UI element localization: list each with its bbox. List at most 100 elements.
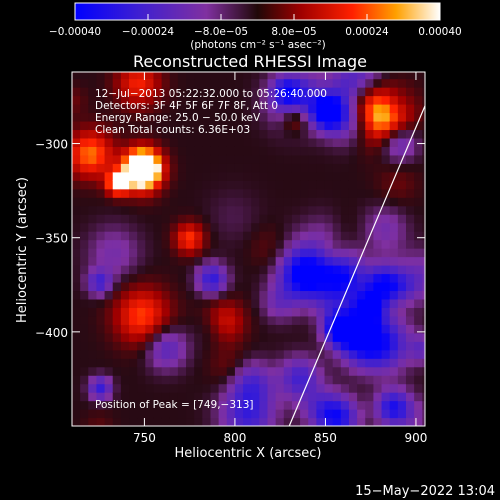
heatmap-cell bbox=[145, 298, 155, 308]
heatmap-cell bbox=[251, 298, 260, 308]
heatmap-cell bbox=[218, 298, 228, 308]
heatmap-cell bbox=[72, 129, 81, 139]
heatmap-cell bbox=[234, 205, 244, 215]
heatmap-cell bbox=[357, 104, 366, 114]
heatmap-cell bbox=[324, 256, 334, 266]
heatmap-cell bbox=[405, 95, 415, 105]
heatmap-cell bbox=[389, 146, 399, 156]
heatmap-cell bbox=[308, 205, 317, 215]
heatmap-cell bbox=[348, 129, 358, 139]
heatmap-cell bbox=[381, 400, 391, 410]
heatmap-cell bbox=[365, 214, 375, 224]
heatmap-cell bbox=[422, 78, 425, 88]
heatmap-cell bbox=[267, 197, 277, 207]
heatmap-cell bbox=[267, 188, 277, 198]
heatmap-cell bbox=[234, 239, 244, 249]
heatmap-cell bbox=[169, 137, 179, 147]
heatmap-cell bbox=[251, 137, 260, 147]
heatmap-cell bbox=[348, 171, 358, 181]
x-tick-label: 800 bbox=[223, 431, 246, 445]
heatmap-cell bbox=[422, 409, 425, 419]
heatmap-cell bbox=[226, 256, 236, 266]
heatmap-cell bbox=[72, 248, 81, 258]
heatmap-cell bbox=[169, 290, 179, 300]
heatmap-cell bbox=[88, 95, 98, 105]
heatmap-cell bbox=[88, 349, 98, 359]
heatmap-cell bbox=[332, 375, 342, 385]
heatmap-cell bbox=[194, 222, 203, 232]
heatmap-cell bbox=[120, 222, 130, 232]
heatmap-cell bbox=[226, 298, 236, 308]
heatmap-cell bbox=[340, 78, 350, 88]
heatmap-cell bbox=[120, 120, 130, 131]
heatmap-cell bbox=[389, 163, 399, 173]
heatmap-cell bbox=[275, 400, 285, 410]
info-line: Clean Total counts: 6.36E+03 bbox=[95, 124, 250, 136]
heatmap-cell bbox=[104, 281, 114, 292]
heatmap-cell bbox=[300, 78, 309, 88]
heatmap-cell bbox=[324, 104, 334, 114]
heatmap-cell bbox=[186, 298, 195, 308]
heatmap-cell bbox=[381, 265, 391, 275]
heatmap-cell bbox=[340, 222, 350, 232]
heatmap-cell bbox=[210, 256, 220, 266]
x-tick-label: 750 bbox=[133, 431, 156, 445]
heatmap-cell bbox=[234, 87, 244, 97]
heatmap-cell bbox=[389, 95, 399, 105]
heatmap-cell bbox=[210, 112, 220, 122]
heatmap-cell bbox=[218, 197, 228, 207]
heatmap-cell bbox=[259, 400, 269, 410]
heatmap-cell bbox=[104, 375, 114, 385]
heatmap-cell bbox=[389, 222, 399, 232]
heatmap-cell bbox=[365, 290, 375, 300]
heatmap-cell bbox=[259, 180, 269, 190]
heatmap-cell bbox=[145, 137, 155, 147]
heatmap-cell bbox=[210, 290, 220, 300]
heatmap-cell bbox=[267, 137, 277, 147]
heatmap-cell bbox=[389, 332, 399, 342]
heatmap-cell bbox=[275, 231, 285, 241]
heatmap-cell bbox=[300, 400, 309, 410]
heatmap-cell bbox=[348, 112, 358, 122]
info-line: 12−Jul−2013 05:22:32.000 to 05:26:40.000 bbox=[95, 88, 327, 100]
heatmap-cell bbox=[405, 375, 415, 385]
heatmap-cell bbox=[161, 171, 171, 181]
heatmap-cell bbox=[202, 197, 212, 207]
heatmap-cell bbox=[340, 120, 350, 131]
heatmap-cell bbox=[422, 281, 425, 292]
heatmap-cell bbox=[389, 358, 399, 368]
heatmap-cell bbox=[218, 171, 228, 181]
heatmap-cell bbox=[308, 392, 317, 402]
heatmap-cell bbox=[422, 315, 425, 325]
heatmap-cell bbox=[381, 163, 391, 173]
heatmap-cell bbox=[422, 197, 425, 207]
heatmap-cell bbox=[357, 409, 366, 419]
heatmap-cell bbox=[226, 290, 236, 300]
heatmap-cell bbox=[210, 171, 220, 181]
heatmap-cell bbox=[88, 188, 98, 198]
heatmap-cell bbox=[405, 222, 415, 232]
heatmap-cell bbox=[316, 154, 326, 164]
heatmap-cell bbox=[397, 332, 407, 342]
heatmap-cell bbox=[283, 315, 293, 325]
heatmap-cell bbox=[324, 307, 334, 317]
heatmap-cell bbox=[218, 409, 228, 419]
heatmap-cell bbox=[120, 171, 130, 181]
heatmap-cell bbox=[422, 120, 425, 131]
heatmap-cell bbox=[137, 349, 146, 359]
heatmap-cell bbox=[291, 366, 301, 376]
heatmap-cell bbox=[308, 315, 317, 325]
heatmap-cell bbox=[177, 205, 187, 215]
heatmap-cell bbox=[243, 87, 252, 97]
y-tick-label: −300 bbox=[35, 138, 68, 152]
colorbar-ticks: −0.00040 −0.00024 −8.0e−05 8.0e−05 0.00024 0.… bbox=[49, 14, 462, 38]
heatmap-cell bbox=[177, 383, 187, 393]
heatmap-cell bbox=[210, 222, 220, 232]
heatmap-cell bbox=[186, 409, 195, 419]
heatmap-cell bbox=[169, 281, 179, 292]
heatmap-cell bbox=[267, 265, 277, 275]
heatmap-cell bbox=[422, 400, 425, 410]
heatmap-cell bbox=[300, 298, 309, 308]
heatmap-cell bbox=[397, 197, 407, 207]
heatmap-cell bbox=[283, 290, 293, 300]
